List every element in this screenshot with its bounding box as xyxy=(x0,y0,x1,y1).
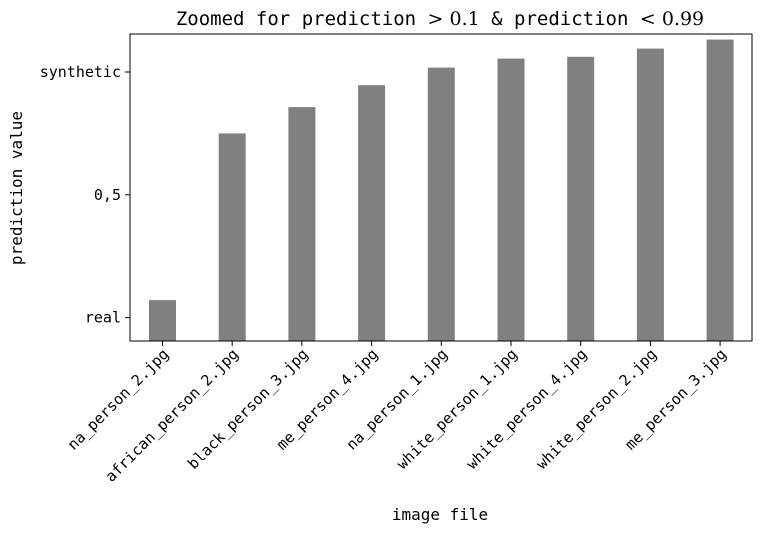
chart-title: Zoomed for prediction > 0.1 & prediction… xyxy=(176,8,704,30)
x-tick-label: white_person_4.jpg xyxy=(463,345,591,473)
bar xyxy=(497,58,525,341)
bar xyxy=(218,133,246,341)
chart-title-part: & prediction xyxy=(480,8,640,30)
y-tick-label: real xyxy=(85,309,121,327)
bar xyxy=(427,67,455,341)
bar xyxy=(358,85,386,341)
bars-group xyxy=(149,39,734,342)
bar xyxy=(288,107,316,341)
x-axis-ticks: na_person_2.jpgafrican_person_2.jpgblack… xyxy=(64,341,730,486)
y-tick-label: synthetic xyxy=(40,63,121,81)
x-tick-label: black_person_3.jpg xyxy=(184,345,312,473)
x-tick-label: white_person_2.jpg xyxy=(533,345,661,473)
bar xyxy=(706,39,734,341)
x-tick-label: white_person_1.jpg xyxy=(393,345,521,473)
y-axis-ticks: real 0,5 synthetic xyxy=(40,63,130,327)
chart-title-part: Zoomed for prediction xyxy=(176,8,428,30)
bar xyxy=(636,48,664,341)
chart-title-part: < 0.99 xyxy=(640,8,704,30)
y-axis-title: prediction value xyxy=(7,111,26,265)
bar xyxy=(149,300,176,341)
bar xyxy=(567,56,595,342)
y-tick-label: 0,5 xyxy=(94,186,121,204)
x-tick-label: african_person_2.jpg xyxy=(102,345,242,485)
chart-title-part: > 0.1 xyxy=(428,8,480,30)
x-axis-title: image file xyxy=(392,505,488,524)
